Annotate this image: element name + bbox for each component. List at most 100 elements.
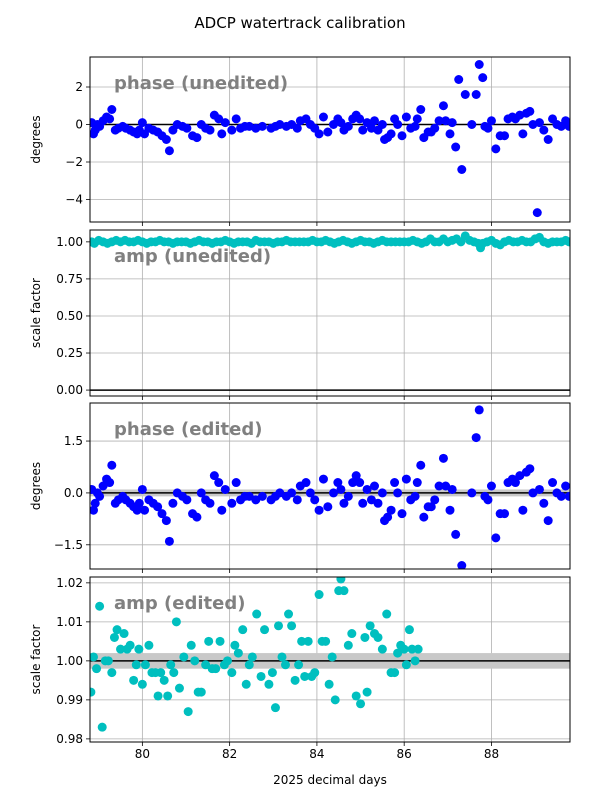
data-point bbox=[301, 478, 311, 488]
data-point bbox=[426, 502, 436, 512]
data-point bbox=[90, 687, 96, 697]
data-point bbox=[358, 498, 368, 508]
data-point bbox=[401, 474, 411, 484]
data-point bbox=[134, 498, 144, 508]
y-tick-label: 1.01 bbox=[56, 615, 83, 629]
data-point bbox=[360, 632, 370, 642]
x-axis-label: 2025 decimal days bbox=[273, 773, 387, 787]
data-point bbox=[343, 640, 353, 650]
data-point bbox=[267, 668, 277, 678]
data-point bbox=[377, 644, 387, 654]
data-point bbox=[277, 652, 287, 662]
data-point bbox=[399, 644, 409, 654]
data-point bbox=[323, 502, 333, 512]
panel-label: phase (unedited) bbox=[114, 73, 288, 94]
data-point bbox=[95, 601, 105, 611]
data-point bbox=[264, 679, 274, 689]
y-axis-label: scale factor bbox=[29, 278, 43, 348]
plot-area bbox=[90, 230, 570, 396]
data-point bbox=[333, 478, 343, 488]
data-point bbox=[410, 656, 420, 666]
data-point bbox=[132, 505, 142, 515]
data-point bbox=[370, 481, 380, 491]
data-point bbox=[292, 123, 302, 133]
data-point bbox=[95, 491, 105, 501]
data-point bbox=[153, 502, 163, 512]
data-point bbox=[347, 629, 357, 639]
data-point bbox=[179, 652, 189, 662]
data-point bbox=[297, 636, 307, 646]
data-point bbox=[270, 703, 280, 713]
data-point bbox=[287, 488, 297, 498]
data-point bbox=[144, 640, 154, 650]
data-point bbox=[257, 491, 267, 501]
y-tick-label: 0 bbox=[75, 118, 83, 132]
panel-phase-edited: 1.5 0.0 −1.5 degrees phase (edited) bbox=[29, 402, 571, 573]
data-point bbox=[310, 668, 320, 678]
data-point bbox=[358, 125, 368, 135]
x-tick-label: 88 bbox=[484, 747, 499, 761]
data-point bbox=[294, 660, 304, 670]
data-point bbox=[157, 509, 167, 519]
data-point bbox=[90, 505, 98, 515]
data-point bbox=[486, 116, 496, 126]
y-tick-label: 0.99 bbox=[56, 693, 83, 707]
panel-phase-unedited: 2 0 −2 −4 degrees phase (unedited) bbox=[29, 56, 571, 226]
data-point bbox=[564, 491, 570, 501]
data-point bbox=[321, 636, 331, 646]
data-point bbox=[386, 505, 396, 515]
data-point bbox=[214, 114, 224, 124]
data-point bbox=[231, 114, 241, 124]
data-point bbox=[416, 105, 426, 114]
data-point bbox=[324, 679, 334, 689]
data-point bbox=[257, 121, 267, 131]
data-point bbox=[274, 621, 284, 631]
data-point bbox=[90, 652, 98, 662]
data-point bbox=[491, 533, 501, 543]
data-point bbox=[548, 478, 558, 488]
data-point bbox=[134, 644, 144, 654]
data-point bbox=[438, 453, 448, 463]
data-point bbox=[227, 498, 237, 508]
y-axis-label: degrees bbox=[29, 115, 43, 163]
data-point bbox=[539, 498, 549, 508]
panel-label: phase (edited) bbox=[114, 419, 262, 440]
y-tick-label: −4 bbox=[65, 193, 83, 207]
data-point bbox=[500, 131, 510, 141]
data-point bbox=[112, 625, 122, 635]
data-point bbox=[401, 112, 411, 122]
data-point bbox=[351, 471, 361, 481]
data-point bbox=[168, 498, 178, 508]
data-point bbox=[163, 691, 173, 701]
axes-frame bbox=[89, 56, 571, 223]
data-point bbox=[215, 636, 225, 646]
data-point bbox=[410, 121, 420, 131]
data-point bbox=[390, 668, 400, 678]
data-point bbox=[336, 484, 346, 494]
data-point bbox=[419, 512, 429, 522]
data-point bbox=[227, 125, 237, 135]
data-point bbox=[196, 488, 206, 498]
data-point bbox=[140, 660, 150, 670]
data-point bbox=[137, 679, 147, 689]
x-tick-label: 84 bbox=[309, 747, 324, 761]
data-point bbox=[451, 529, 461, 539]
data-point bbox=[105, 114, 115, 124]
panel-amp-edited: 80 82 84 86 88 1.02 1.01 1.00 0.99 0.98 scale fact… bbox=[29, 576, 571, 761]
y-tick-label: 2 bbox=[75, 80, 83, 94]
data-point bbox=[564, 237, 570, 247]
data-point bbox=[447, 484, 457, 494]
data-point bbox=[343, 121, 353, 131]
data-point bbox=[393, 488, 403, 498]
y-tick-label: 0.50 bbox=[56, 309, 83, 323]
data-point bbox=[287, 621, 297, 631]
data-point bbox=[292, 495, 302, 505]
data-point bbox=[222, 656, 232, 666]
data-point bbox=[192, 512, 202, 522]
data-point bbox=[107, 460, 117, 470]
data-point bbox=[451, 142, 461, 152]
data-point bbox=[244, 660, 254, 670]
data-point bbox=[478, 73, 488, 83]
data-point bbox=[330, 695, 340, 705]
data-point bbox=[169, 668, 179, 678]
